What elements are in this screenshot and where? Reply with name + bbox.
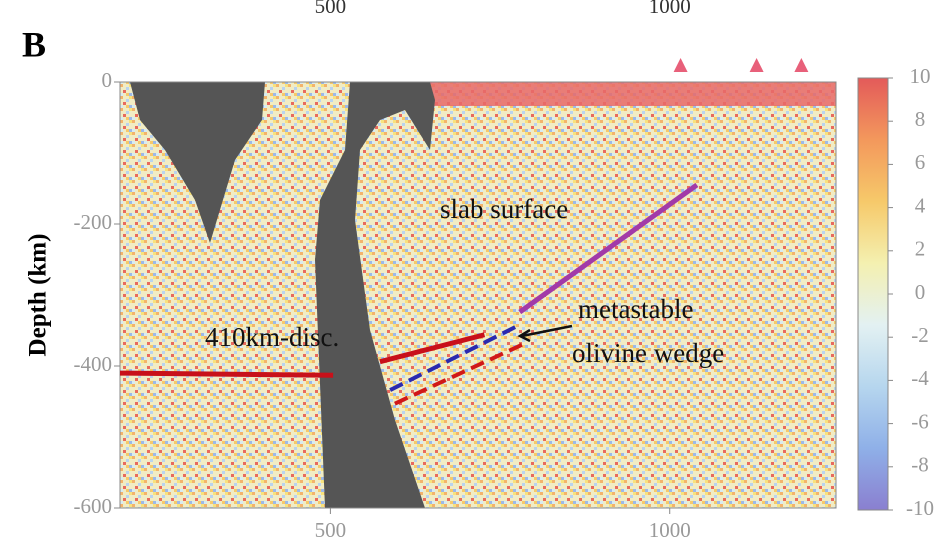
figure: B Depth (km) slab surface 410km-disc. me… — [0, 0, 951, 548]
colorbar-tick-label: 2 — [915, 237, 926, 261]
top-x-tick-label: 500 — [315, 0, 347, 18]
colorbar-tick-label: -8 — [911, 453, 929, 477]
y-tick-label: 0 — [102, 68, 113, 92]
image — [120, 82, 836, 508]
line — [120, 373, 333, 375]
colorbar-tick-label: -10 — [906, 496, 934, 520]
colorbar-tick-label: -2 — [911, 323, 929, 347]
annotation: metastable — [578, 294, 693, 324]
colorbar-tick-label: -4 — [911, 366, 929, 390]
colorbar-tick-label: 4 — [915, 193, 926, 217]
panel-label: B — [22, 24, 46, 64]
y-axis-label: Depth (km) — [25, 234, 52, 357]
x-tick-label: 1000 — [649, 518, 691, 542]
colorbar-tick-label: 0 — [915, 280, 926, 304]
colorbar-tick-label: 8 — [915, 107, 926, 131]
colorbar-tick-label: 10 — [910, 64, 931, 88]
annotation: olivine wedge — [572, 338, 724, 368]
station — [674, 58, 688, 72]
surface-band — [430, 82, 836, 106]
y-tick-label: -600 — [74, 494, 113, 518]
colorbar-tick-label: 6 — [915, 150, 926, 174]
annotation: slab surface — [440, 194, 568, 224]
y-tick-label: -400 — [74, 352, 113, 376]
annotation: 410km-disc. — [205, 322, 339, 352]
colorbar-tick-label: -6 — [911, 409, 929, 433]
top-x-tick-label: 1000 — [649, 0, 691, 18]
station — [750, 58, 764, 72]
colorbar — [858, 78, 888, 510]
station — [794, 58, 808, 72]
x-tick-label: 500 — [315, 518, 347, 542]
y-tick-label: -200 — [74, 210, 113, 234]
